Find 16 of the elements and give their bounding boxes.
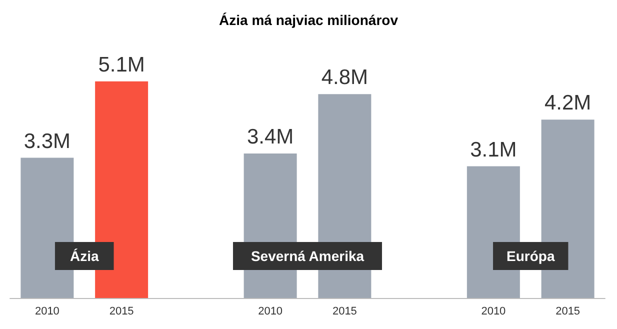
x-tick-label: 2010 <box>481 306 506 318</box>
x-tick-label: 2015 <box>332 306 357 318</box>
data-label: 3.4M <box>246 126 294 149</box>
annotation: Ázia <box>70 248 99 264</box>
annotation: Severná Amerika <box>250 248 364 264</box>
data-label: 5.1M <box>98 53 145 76</box>
annotation: Európa <box>506 248 555 264</box>
data-label: 4.8M <box>321 66 368 90</box>
x-tick-label: 2015 <box>556 306 580 318</box>
data-label: 3.1M <box>470 138 517 162</box>
data-label: 4.2M <box>544 92 592 115</box>
x-tick-label: 2010 <box>258 306 283 318</box>
data-label: 3.3M <box>24 130 71 153</box>
x-tick-label: 2010 <box>34 306 60 318</box>
x-tick-label: 2015 <box>109 306 134 318</box>
chart-title: Ázia má najviac milionárov <box>219 12 398 28</box>
